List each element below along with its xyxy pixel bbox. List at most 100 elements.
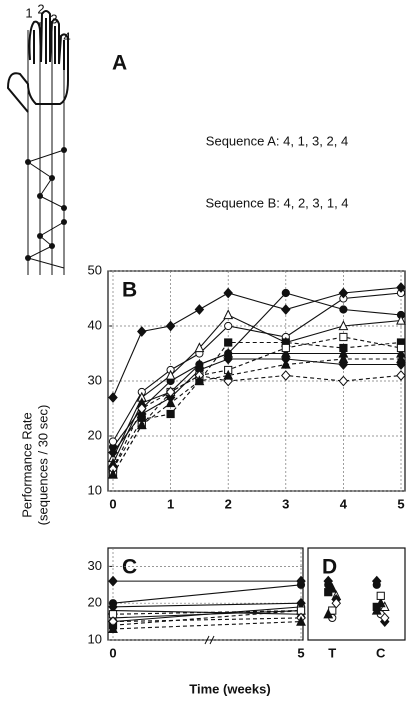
panel-label: C bbox=[122, 556, 137, 579]
marker bbox=[338, 287, 349, 299]
panel-label: D bbox=[322, 556, 337, 579]
series-line bbox=[112, 610, 302, 626]
y-tick-label: 40 bbox=[88, 317, 102, 332]
marker bbox=[108, 437, 118, 446]
marker bbox=[371, 575, 382, 587]
marker bbox=[108, 623, 118, 634]
x-tick-label: T bbox=[328, 645, 336, 660]
y-axis-label: Performance Rate bbox=[19, 412, 34, 518]
series-line bbox=[112, 617, 302, 623]
marker bbox=[165, 397, 176, 408]
marker bbox=[281, 370, 291, 381]
x-axis-label: Time (weeks) bbox=[189, 681, 270, 696]
marker bbox=[108, 447, 118, 458]
marker bbox=[194, 304, 205, 315]
finger-number: 2 bbox=[37, 1, 44, 16]
y-tick-label: 20 bbox=[88, 595, 102, 610]
x-tick-label: 0 bbox=[109, 645, 116, 660]
y-tick-label: 10 bbox=[88, 631, 102, 646]
series-line bbox=[112, 352, 401, 464]
y-tick-label: 30 bbox=[88, 558, 102, 573]
y-tick-label: 50 bbox=[88, 262, 102, 277]
marker bbox=[396, 282, 406, 293]
panel-label: A bbox=[112, 52, 127, 75]
marker bbox=[223, 353, 233, 365]
x-tick-label: 2 bbox=[225, 496, 232, 511]
marker bbox=[396, 314, 406, 325]
series-line bbox=[112, 292, 402, 442]
marker bbox=[296, 615, 306, 626]
marker bbox=[108, 392, 118, 403]
finger-number: 4 bbox=[63, 29, 70, 44]
marker bbox=[166, 409, 175, 419]
marker bbox=[224, 321, 233, 331]
marker bbox=[108, 468, 118, 479]
x-tick-label: 5 bbox=[397, 496, 404, 511]
marker bbox=[339, 305, 348, 314]
marker bbox=[194, 342, 205, 353]
marker bbox=[281, 304, 291, 315]
marker bbox=[339, 343, 348, 353]
marker bbox=[331, 597, 342, 609]
marker bbox=[339, 332, 348, 342]
axis-break bbox=[204, 635, 210, 645]
x-tick-label: C bbox=[376, 645, 386, 660]
marker bbox=[323, 608, 334, 619]
marker bbox=[338, 375, 349, 387]
series-line bbox=[112, 610, 302, 619]
marker bbox=[396, 353, 406, 364]
hand-diagram bbox=[6, 10, 69, 275]
marker bbox=[136, 419, 147, 430]
plot-frame bbox=[307, 547, 406, 641]
marker bbox=[338, 353, 349, 364]
marker bbox=[165, 369, 176, 380]
series-line bbox=[112, 374, 402, 470]
finger-number: 3 bbox=[50, 11, 57, 26]
series-line bbox=[112, 341, 402, 470]
marker bbox=[281, 288, 290, 298]
marker bbox=[194, 375, 205, 386]
marker bbox=[323, 575, 334, 587]
series-line bbox=[112, 358, 401, 475]
marker bbox=[396, 370, 406, 381]
y-tick-label: 10 bbox=[88, 482, 102, 497]
marker bbox=[165, 386, 176, 398]
x-tick-label: 5 bbox=[297, 645, 304, 660]
series-line bbox=[112, 292, 402, 448]
series-line bbox=[112, 358, 401, 453]
marker bbox=[108, 575, 118, 587]
series-line bbox=[112, 314, 402, 459]
series-line bbox=[112, 336, 402, 475]
marker bbox=[281, 343, 290, 353]
marker bbox=[379, 612, 390, 624]
series-line bbox=[112, 610, 302, 615]
series-line bbox=[112, 584, 302, 604]
finger-number: 1 bbox=[25, 5, 32, 20]
y-tick-label: 30 bbox=[88, 372, 102, 387]
series-line bbox=[112, 602, 302, 608]
marker bbox=[376, 591, 385, 600]
x-tick-label: 1 bbox=[167, 496, 174, 511]
y-tick-label: 20 bbox=[88, 427, 102, 442]
marker bbox=[396, 343, 406, 353]
x-tick-label: 3 bbox=[282, 496, 289, 511]
marker bbox=[280, 358, 291, 369]
x-tick-label: 0 bbox=[109, 496, 116, 511]
y-axis-label: (sequences / 30 sec) bbox=[35, 405, 50, 526]
x-tick-label: 4 bbox=[340, 496, 348, 511]
marker bbox=[137, 403, 147, 414]
axis-break bbox=[209, 635, 215, 645]
sequence-text: Sequence B: 4, 2, 3, 1, 4 bbox=[205, 195, 348, 210]
series-line bbox=[112, 286, 402, 398]
marker bbox=[223, 309, 234, 320]
marker bbox=[165, 320, 176, 332]
panel-label: B bbox=[122, 279, 137, 302]
marker bbox=[223, 287, 233, 299]
marker bbox=[338, 320, 349, 331]
marker bbox=[371, 604, 382, 615]
marker bbox=[223, 369, 234, 380]
sequence-text: Sequence A: 4, 1, 3, 2, 4 bbox=[206, 133, 348, 148]
marker bbox=[324, 588, 333, 597]
series-line bbox=[112, 621, 302, 630]
